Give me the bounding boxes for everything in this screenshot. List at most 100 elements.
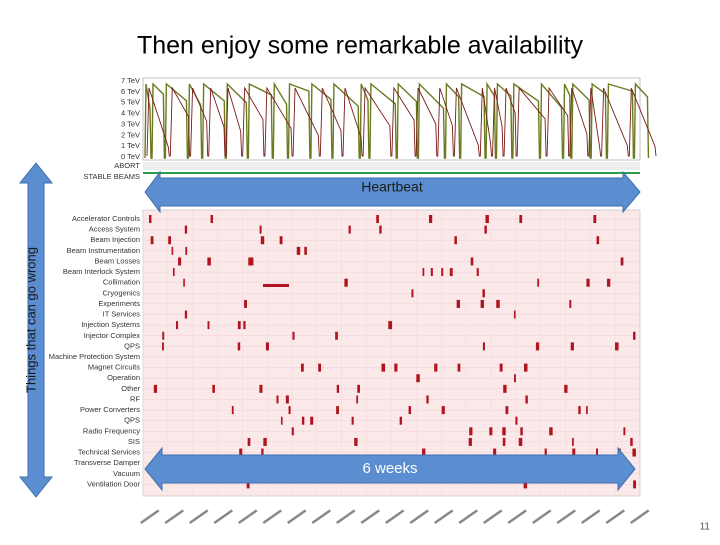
date-tick bbox=[409, 509, 429, 525]
fault-event bbox=[335, 331, 338, 340]
fault-event bbox=[411, 289, 414, 298]
period-arrow bbox=[144, 446, 636, 492]
page-number: 11 bbox=[700, 522, 711, 533]
fault-event bbox=[502, 427, 506, 436]
fault-event bbox=[168, 236, 172, 245]
fault-event bbox=[441, 406, 445, 415]
date-tick bbox=[434, 509, 454, 525]
fault-event bbox=[354, 437, 358, 446]
fault-event bbox=[280, 416, 283, 425]
fault-event bbox=[620, 257, 624, 266]
fault-event bbox=[632, 448, 636, 457]
date-tick bbox=[581, 509, 601, 525]
fault-event bbox=[595, 448, 598, 457]
fault-event bbox=[469, 427, 473, 436]
fault-event bbox=[150, 236, 154, 245]
fault-event bbox=[503, 384, 507, 393]
date-tick bbox=[189, 509, 209, 525]
system-label: Accelerator Controls bbox=[72, 214, 140, 223]
system-label: Injection Systems bbox=[81, 320, 140, 329]
fault-event bbox=[389, 321, 393, 330]
fault-event bbox=[237, 342, 241, 351]
intensity-trace bbox=[146, 86, 657, 157]
state-label: ABORT bbox=[114, 161, 140, 170]
fault-event bbox=[523, 480, 528, 489]
fault-event bbox=[615, 342, 619, 351]
fault-event bbox=[457, 363, 461, 372]
fault-event bbox=[468, 437, 472, 446]
fault-event bbox=[586, 278, 590, 287]
date-tick bbox=[238, 509, 258, 525]
energy-label: 3 TeV bbox=[121, 119, 140, 128]
left-arrow-label: Things that can go wrong bbox=[23, 247, 38, 393]
system-label: Operation bbox=[107, 373, 140, 382]
fault-event bbox=[394, 363, 398, 372]
fault-event bbox=[496, 299, 500, 308]
fault-event bbox=[247, 437, 251, 446]
fault-event bbox=[564, 384, 568, 393]
date-tick bbox=[483, 509, 503, 525]
fault-event bbox=[499, 363, 503, 372]
fault-event bbox=[523, 363, 528, 372]
system-label: Machine Protection System bbox=[49, 352, 140, 361]
system-label: Vacuum bbox=[113, 469, 140, 478]
fault-event bbox=[480, 299, 484, 308]
fault-event bbox=[376, 215, 379, 223]
fault-event bbox=[184, 225, 188, 234]
date-tick bbox=[311, 509, 331, 525]
date-tick bbox=[556, 509, 576, 525]
system-label: Cryogenics bbox=[102, 288, 140, 297]
fault-event bbox=[485, 215, 489, 223]
system-label: Injector Complex bbox=[84, 331, 141, 340]
fault-event bbox=[630, 437, 633, 446]
fault-event bbox=[296, 246, 301, 255]
fault-event bbox=[470, 257, 474, 266]
fault-event bbox=[449, 268, 453, 277]
fault-event bbox=[518, 437, 523, 446]
fault-event bbox=[356, 395, 359, 404]
system-label: Collimation bbox=[103, 278, 140, 287]
fault-event bbox=[279, 236, 283, 245]
fault-event bbox=[249, 257, 254, 266]
fault-event bbox=[416, 374, 420, 383]
fault-event bbox=[525, 395, 528, 404]
fault-event bbox=[422, 268, 425, 277]
fault-event bbox=[430, 268, 433, 277]
fault-event bbox=[260, 236, 265, 245]
fault-event bbox=[259, 225, 262, 234]
energy-label: 6 TeV bbox=[121, 87, 140, 96]
fault-event bbox=[578, 406, 581, 415]
fault-event bbox=[633, 331, 636, 340]
fault-event bbox=[426, 395, 429, 404]
date-tick bbox=[360, 509, 380, 525]
heartbeat-label: Heartbeat bbox=[361, 179, 423, 195]
slide-title: Then enjoy some remarkable availability bbox=[137, 32, 584, 60]
fault-event bbox=[162, 342, 164, 351]
system-label: Beam Instrumentation bbox=[67, 246, 140, 255]
system-label: QPS bbox=[124, 416, 140, 425]
fault-event bbox=[243, 321, 246, 330]
system-label: SIS bbox=[128, 437, 140, 446]
system-label: Other bbox=[121, 384, 140, 393]
fault-event bbox=[185, 246, 188, 255]
fault-event bbox=[484, 225, 487, 234]
system-label: Radio Frequency bbox=[83, 426, 140, 435]
fault-event bbox=[175, 321, 179, 330]
fault-event bbox=[572, 448, 576, 457]
fault-event bbox=[239, 448, 243, 457]
fault-event bbox=[593, 215, 597, 223]
energy-label: 0 TeV bbox=[121, 152, 140, 161]
system-label: Ventilation Door bbox=[87, 479, 140, 488]
fault-event bbox=[520, 427, 523, 436]
fault-event bbox=[514, 374, 516, 383]
fault-event bbox=[301, 416, 305, 425]
fault-event bbox=[549, 427, 553, 436]
date-tick bbox=[507, 509, 527, 525]
date-tick bbox=[287, 509, 307, 525]
fault-event bbox=[535, 342, 540, 351]
left-arrow bbox=[18, 162, 54, 498]
fault-event bbox=[357, 384, 360, 393]
system-label: Transverse Damper bbox=[74, 458, 140, 467]
